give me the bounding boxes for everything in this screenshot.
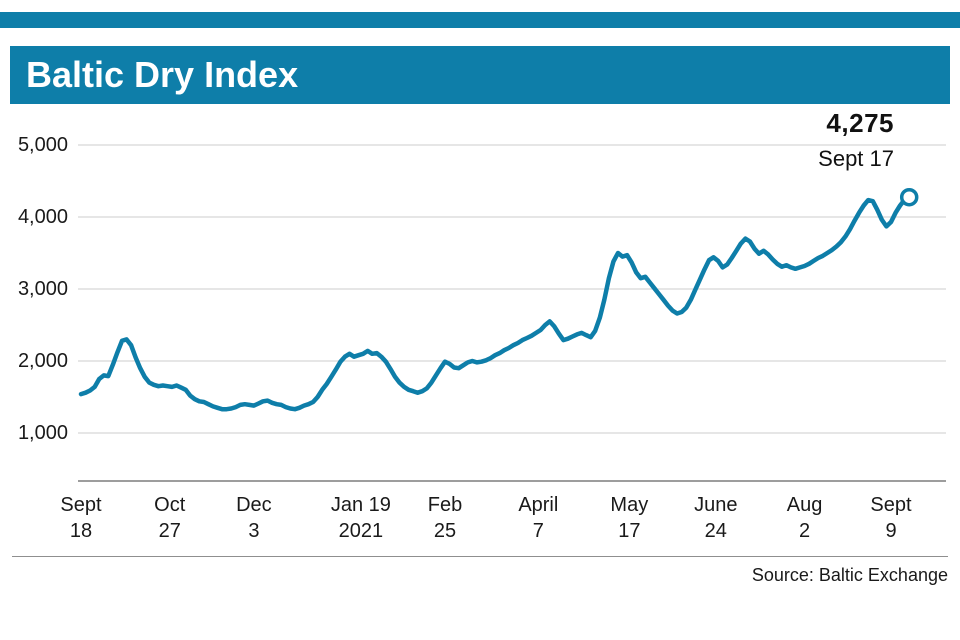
x-tick-label: Feb 25: [427, 494, 463, 542]
y-tick-label: 5,000: [17, 134, 68, 156]
bdi-line-series: [78, 194, 912, 412]
source-divider: [12, 556, 948, 557]
y-tick-label: 3,000: [17, 278, 68, 300]
y-tick-label: 1,000: [17, 422, 68, 444]
latest-value-annotation: 4,275 Sept 17: [818, 108, 894, 172]
x-tick-label: May 17: [610, 494, 649, 542]
x-tick-label: Dec 3: [236, 494, 272, 542]
annotation-value: 4,275: [826, 108, 894, 138]
latest-point-marker: [899, 187, 919, 207]
page-title: Baltic Dry Index: [26, 54, 299, 95]
x-tick-label: April 7: [518, 494, 559, 542]
annotation-date: Sept 17: [818, 146, 894, 171]
x-tick-label: Sept 18: [60, 494, 102, 542]
y-tick-label: 2,000: [17, 350, 68, 372]
x-tick-label: Oct 27: [154, 494, 186, 542]
top-accent-bar: [0, 12, 960, 28]
x-tick-label: Aug 2: [786, 494, 823, 542]
source-note: Source: Baltic Exchange: [751, 565, 948, 585]
x-tick-label: June 24: [694, 494, 738, 542]
y-tick-label: 4,000: [17, 206, 68, 228]
title-bar: Baltic Dry Index: [10, 46, 950, 104]
x-tick-label: Sept 9: [870, 494, 912, 542]
x-tick-label: Jan 19 2021: [330, 494, 391, 542]
